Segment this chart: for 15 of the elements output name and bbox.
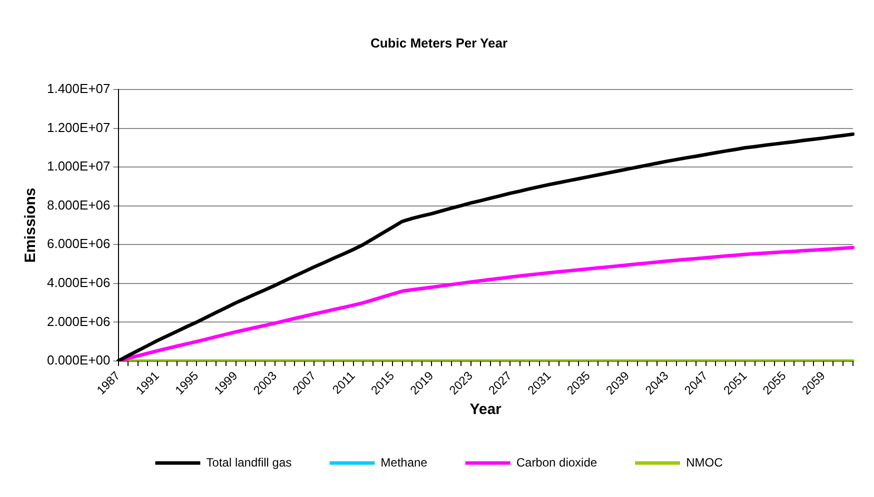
y-tick-label: 1.000E+07 bbox=[46, 158, 110, 174]
legend-label: NMOC bbox=[686, 455, 724, 470]
y-tick-label: 0.000E+00 bbox=[46, 352, 110, 368]
y-tick-label: 8.000E+06 bbox=[46, 197, 110, 212]
y-tick-label: 1.400E+07 bbox=[46, 81, 110, 96]
y-tick-label: 4.000E+06 bbox=[46, 274, 110, 290]
y-tick-label: 6.000E+06 bbox=[46, 236, 110, 252]
y-axis-title: Emissions bbox=[22, 188, 40, 263]
chart-title: Cubic Meters Per Year bbox=[370, 35, 508, 50]
legend-label: Carbon dioxide bbox=[516, 455, 598, 470]
legend-label: Methane bbox=[380, 455, 428, 470]
y-tick-label: 1.200E+07 bbox=[46, 120, 110, 135]
x-axis-title: Year bbox=[470, 401, 502, 418]
y-tick-label: 2.000E+06 bbox=[46, 314, 110, 329]
legend-label: Total landfill gas bbox=[206, 455, 292, 470]
